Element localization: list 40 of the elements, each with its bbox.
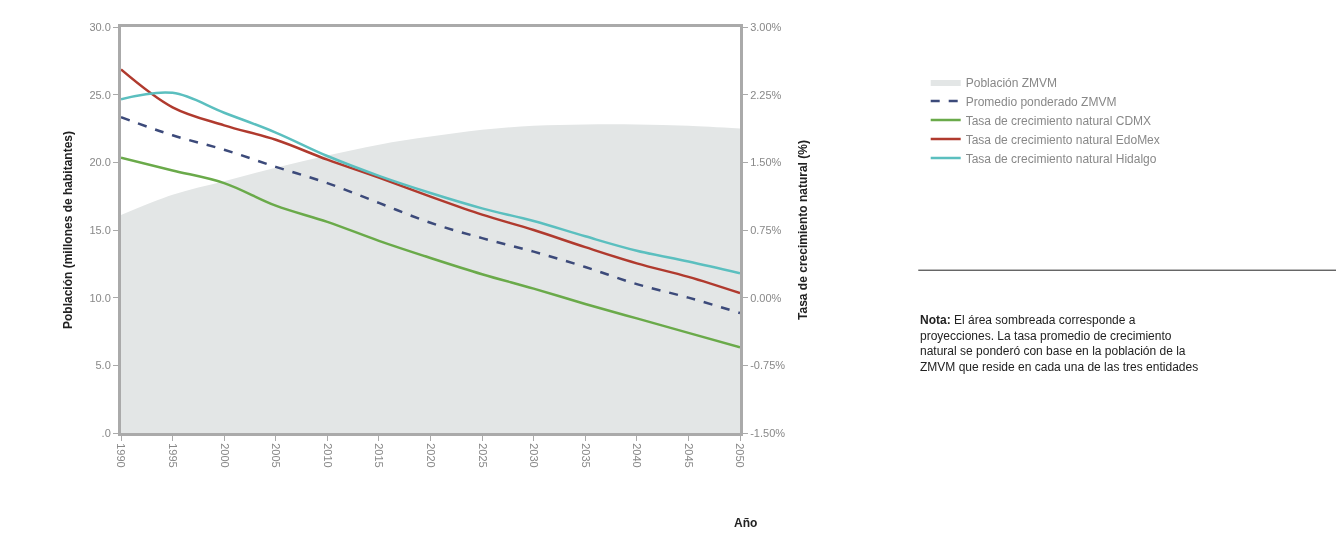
x-axis-title: Año [734, 516, 758, 530]
line-series [121, 156, 740, 349]
y-tick-label: 15.0 [89, 223, 111, 236]
x-tick-label: 2035 [579, 443, 592, 468]
y-tick-label: 5.0 [95, 359, 111, 372]
y2-axis-title: Tasa de crecimiento natural (%) [796, 140, 811, 320]
y-tick-label: 10.0 [89, 291, 111, 304]
y-tick-label: .0 [101, 426, 111, 439]
legend-label: Tasa de crecimiento natural Hidalgo [965, 151, 1157, 166]
x-tick-label: 2045 [682, 443, 695, 468]
y2-tick-label: -0.75% [750, 359, 786, 372]
text: Nota: El área sombreada corresponde a proyecciones. La tasa promedio de crecimiento natural se ponderó con base en la población de la ZMVM que reside en cada una de las tres entidades [920, 313, 1199, 374]
line-series [121, 91, 740, 275]
x-tick-label: 2015 [373, 443, 386, 468]
y-tick-label: 25.0 [89, 88, 111, 101]
x-tick-label: 2020 [424, 443, 437, 468]
x-tick-label: 2000 [218, 443, 231, 468]
y-tick-label: 30.0 [89, 20, 111, 33]
y-tick-label: 20.0 [89, 156, 111, 169]
y-axis-title: Población (millones de habitantes) [60, 130, 75, 330]
legend-label: Promedio ponderado ZMVM [965, 94, 1117, 109]
line-series [121, 68, 740, 295]
x-tick-label: 1995 [167, 443, 180, 468]
x-tick-label: 2025 [476, 443, 489, 468]
x-tick-label: 1990 [115, 443, 128, 468]
y2-tick-label: 0.00% [750, 291, 782, 304]
x-tick-label: 2005 [270, 443, 283, 468]
x-tick-label: 2040 [631, 443, 644, 468]
x-tick-label: 2010 [321, 443, 334, 468]
x-tick-label: 2050 [734, 443, 747, 468]
line-series [121, 115, 740, 315]
y2-tick-label: 1.50% [750, 156, 782, 169]
y2-tick-label: -1.50% [750, 426, 786, 439]
y2-tick-label: 0.75% [750, 223, 782, 236]
y2-tick-label: 2.25% [750, 88, 782, 101]
legend-label: Tasa de crecimiento natural CDMX [965, 113, 1152, 128]
y2-tick-label: 3.00% [750, 20, 782, 33]
legend-label: Población ZMVM [965, 75, 1058, 90]
x-tick-label: 2030 [528, 443, 541, 468]
legend-label: Tasa de crecimiento natural EdoMex [965, 132, 1160, 147]
